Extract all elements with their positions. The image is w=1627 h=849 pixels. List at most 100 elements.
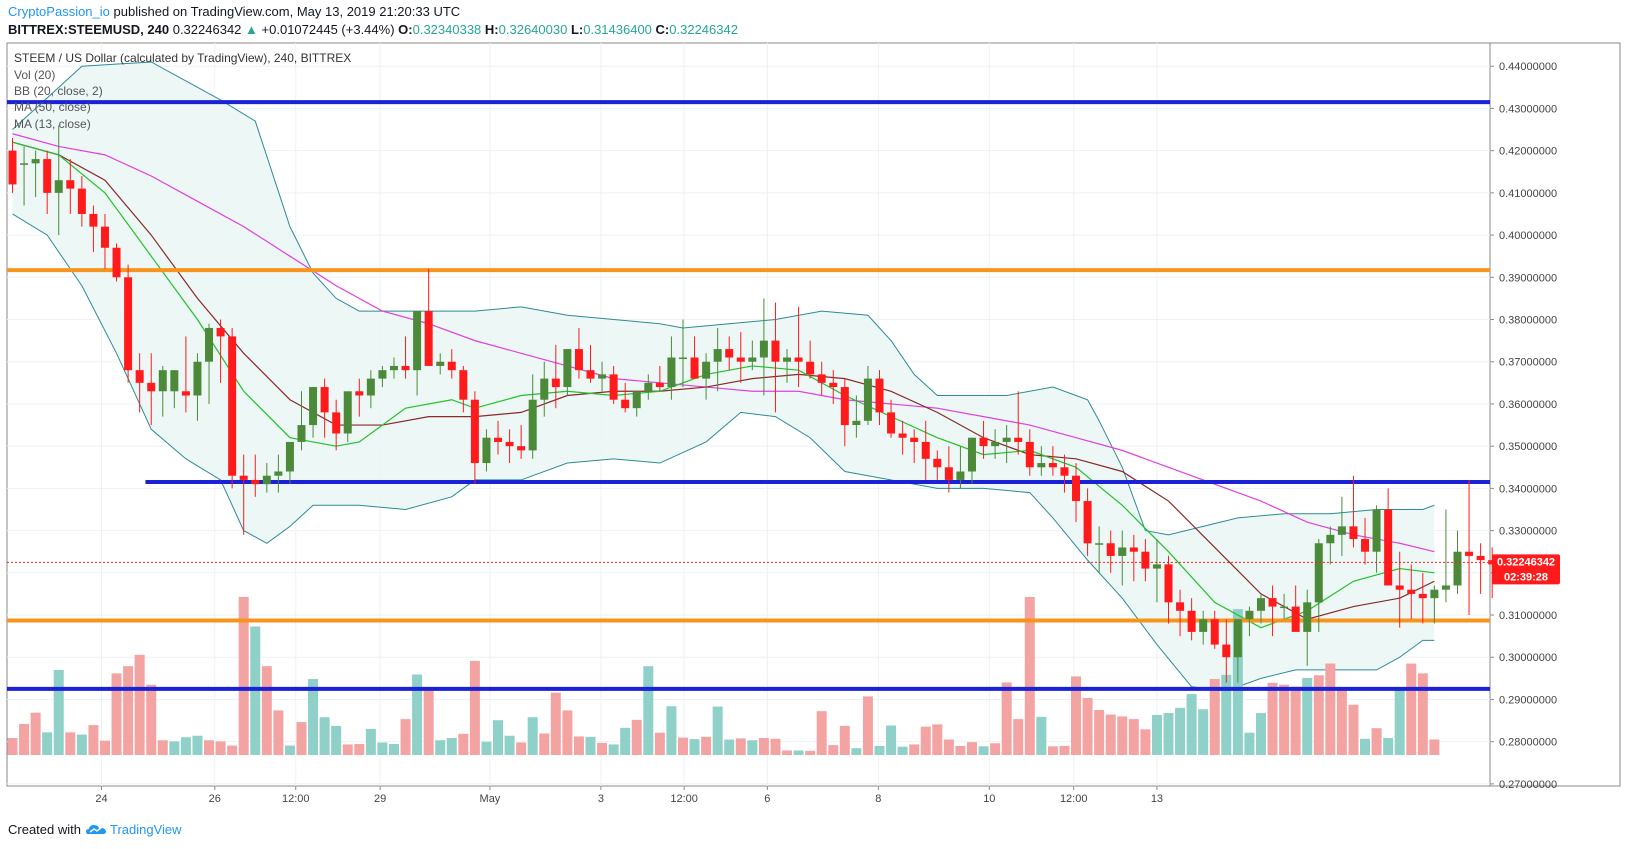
volume-bar	[932, 724, 943, 755]
candle-body	[1129, 547, 1138, 552]
volume-bar	[1244, 732, 1255, 755]
volume-bar	[42, 732, 53, 755]
candle-body	[1048, 463, 1057, 468]
volume-bar	[770, 738, 781, 755]
y-tick-label: 0.42000000	[1499, 146, 1557, 158]
volume-bar	[516, 742, 527, 755]
candle-body	[1210, 619, 1219, 645]
legend-title: STEEM / US Dollar (calculated by Trading…	[14, 51, 351, 65]
candle-body	[829, 382, 838, 388]
candle-body	[598, 374, 607, 379]
price-change: +0.01072445 (+3.44%)	[261, 22, 395, 37]
volume-bar	[1117, 716, 1128, 755]
candle-body	[933, 458, 942, 468]
legend-vol[interactable]: Vol (20)	[14, 68, 55, 82]
candle-body	[424, 311, 433, 366]
volume-bar	[874, 745, 885, 755]
candle-body	[956, 471, 965, 480]
candle-body	[505, 441, 514, 447]
open-value: 0.32340338	[412, 22, 482, 37]
candle-body	[1303, 602, 1312, 632]
y-tick-label: 0.35000000	[1499, 441, 1557, 453]
volume-bar	[897, 746, 908, 755]
candle-body	[840, 387, 849, 426]
created-with-label: Created with	[8, 822, 81, 837]
price-tag-value: 0.32246342	[1497, 556, 1555, 568]
candle-body	[1152, 564, 1161, 569]
volume-bar	[990, 743, 1001, 755]
candle-body	[1476, 555, 1485, 561]
candle-body	[1407, 589, 1416, 594]
volume-bar	[793, 750, 804, 755]
candle-body	[1083, 501, 1092, 544]
volume-bar	[701, 736, 712, 755]
x-tick-label: 12:00	[1060, 793, 1088, 805]
candle-body	[1233, 619, 1242, 658]
volume-bar	[1290, 686, 1301, 755]
volume-bar	[53, 669, 64, 755]
candle-body	[274, 471, 283, 476]
volume-bar	[157, 740, 168, 755]
candle-body	[748, 357, 757, 362]
volume-bar	[527, 717, 538, 755]
low-label: L:	[570, 22, 584, 37]
chart-header: CryptoPassion_io published on TradingVie…	[8, 4, 1618, 40]
candle-body	[1395, 585, 1404, 590]
legend-bb[interactable]: BB (20, close, 2)	[14, 84, 103, 98]
candle-body	[447, 361, 456, 371]
legend-ma13[interactable]: MA (13, close)	[14, 117, 91, 131]
candle-body	[1337, 526, 1346, 535]
author-link[interactable]: CryptoPassion_io	[8, 4, 110, 19]
high-label: H:	[484, 22, 499, 37]
chart-legend: STEEM / US Dollar (calculated by Trading…	[14, 51, 351, 131]
volume-bar	[1105, 714, 1116, 755]
candle-body	[332, 412, 341, 434]
candle-body	[147, 382, 156, 392]
candle-body	[736, 357, 745, 362]
volume-bar	[423, 689, 434, 755]
volume-bar	[666, 706, 677, 755]
price-axis[interactable]	[1489, 42, 1621, 787]
volume-bar	[550, 692, 561, 755]
candle-body	[482, 437, 491, 464]
candle-body	[1453, 551, 1462, 586]
volume-bar	[909, 744, 920, 755]
volume-bar	[180, 737, 191, 755]
candle-body	[1187, 610, 1196, 632]
candle-body	[540, 378, 549, 400]
candle-body	[898, 433, 907, 438]
candle-body	[297, 425, 306, 442]
tradingview-brand-link[interactable]: TradingView	[110, 822, 182, 837]
candle-body	[285, 441, 294, 472]
volume-bar	[805, 750, 816, 755]
volume-bar	[712, 706, 723, 755]
close-value: 0.32246342	[669, 22, 738, 37]
volume-bar	[862, 696, 873, 755]
candle-body	[910, 437, 919, 442]
candle-body	[967, 437, 976, 472]
candle-body	[389, 365, 398, 371]
price-tag-countdown: 02:39:28	[1504, 571, 1548, 583]
candle-body	[239, 475, 248, 480]
candle-body	[193, 361, 202, 396]
candle-body	[1361, 539, 1370, 552]
candle-body	[112, 247, 121, 278]
candle-body	[54, 180, 63, 193]
volume-bar	[1186, 694, 1197, 755]
volume-bar	[342, 744, 353, 755]
x-tick-label: 13	[1151, 793, 1163, 805]
x-tick-label: 3	[598, 793, 604, 805]
y-tick-label: 0.36000000	[1499, 399, 1557, 411]
candle-body	[366, 378, 375, 396]
candle-body	[77, 188, 86, 214]
candle-body	[355, 391, 364, 396]
volume-bar	[65, 732, 76, 755]
volume-bar	[839, 725, 850, 755]
volume-bar	[30, 712, 41, 755]
tradingview-cloud-icon	[85, 825, 106, 834]
legend-ma50[interactable]: MA (50, close)	[14, 100, 91, 114]
volume-bar	[1371, 728, 1382, 755]
volume-bar	[1163, 713, 1174, 755]
candle-body	[1245, 610, 1254, 620]
